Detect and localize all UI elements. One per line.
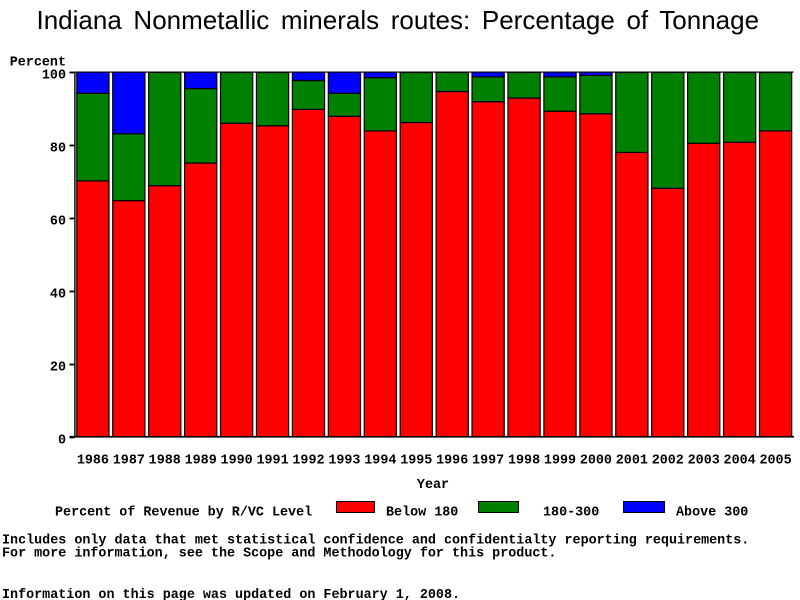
svg-text:1989: 1989 — [185, 454, 217, 469]
svg-text:1990: 1990 — [221, 454, 253, 469]
svg-text:Information on this page was u: Information on this page was updated on … — [2, 588, 460, 600]
svg-text:1993: 1993 — [328, 454, 360, 469]
svg-text:Includes only data that met st: Includes only data that met statistical … — [2, 534, 749, 549]
svg-text:1986: 1986 — [77, 454, 109, 469]
svg-text:1996: 1996 — [436, 454, 468, 469]
svg-text:1999: 1999 — [544, 454, 576, 469]
svg-text:Percent of Revenue by R/VC Lev: Percent of Revenue by R/VC Level — [55, 506, 312, 521]
svg-text:Percent: Percent — [10, 56, 66, 71]
svg-text:2000: 2000 — [580, 454, 612, 469]
svg-text:1988: 1988 — [149, 454, 181, 469]
svg-text:1994: 1994 — [364, 454, 396, 469]
svg-text:2001: 2001 — [616, 454, 648, 469]
svg-text:40: 40 — [50, 288, 66, 303]
svg-text:Above 300: Above 300 — [676, 506, 748, 521]
svg-text:2003: 2003 — [688, 454, 720, 469]
svg-text:Below 180: Below 180 — [386, 506, 458, 521]
svg-text:1991: 1991 — [256, 454, 288, 469]
svg-text:20: 20 — [50, 361, 66, 376]
svg-text:100: 100 — [42, 69, 66, 84]
svg-text:1998: 1998 — [508, 454, 540, 469]
svg-text:1987: 1987 — [113, 454, 145, 469]
svg-text:For more information, see the: For more information, see the Scope and … — [2, 547, 556, 562]
svg-text:2004: 2004 — [724, 454, 756, 469]
svg-text:1992: 1992 — [292, 454, 324, 469]
svg-text:1995: 1995 — [400, 454, 432, 469]
svg-text:2005: 2005 — [759, 454, 791, 469]
svg-text:60: 60 — [50, 215, 66, 230]
svg-text:2002: 2002 — [652, 454, 684, 469]
svg-text:1997: 1997 — [472, 454, 504, 469]
svg-text:Year: Year — [417, 478, 449, 493]
svg-text:80: 80 — [50, 142, 66, 157]
svg-text:0: 0 — [58, 434, 66, 449]
svg-text:180-300: 180-300 — [543, 506, 599, 521]
svg-text:Indiana Nonmetallic minerals r: Indiana Nonmetallic minerals routes: Per… — [37, 5, 760, 35]
